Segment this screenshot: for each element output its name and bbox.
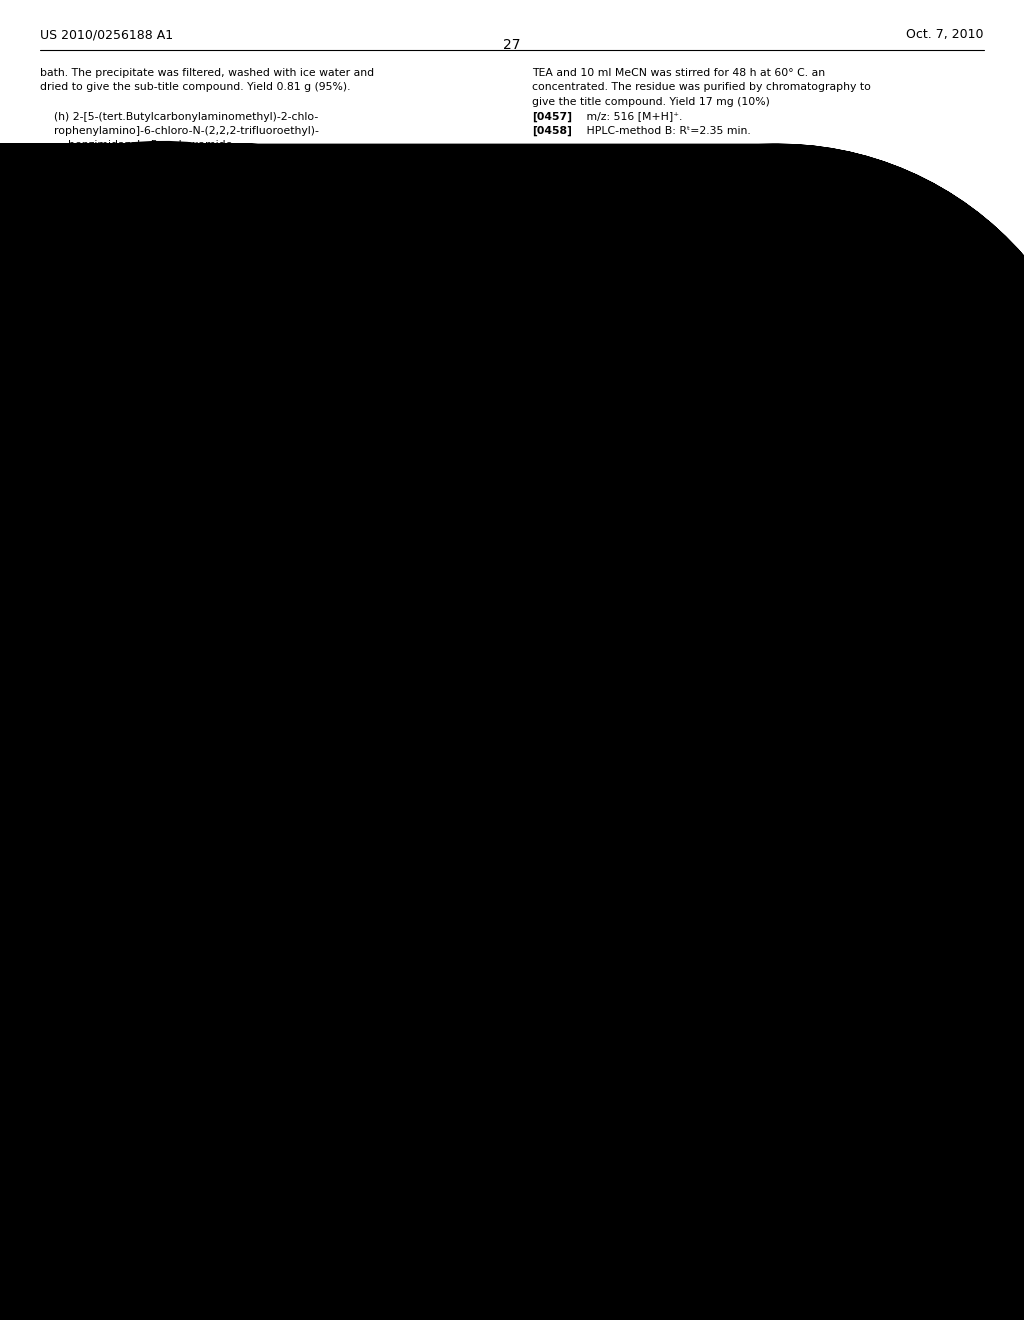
Text: CH₃NH₂: CH₃NH₂: [213, 1010, 252, 1020]
Text: N: N: [658, 432, 666, 441]
Text: S: S: [627, 569, 633, 579]
Text: (h) 2-[5-(tert.Butylcarbonylaminomethyl)-2-chlo-: (h) 2-[5-(tert.Butylcarbonylaminomethyl)…: [40, 111, 318, 121]
Text: A: A: [440, 1110, 447, 1119]
Text: NO₂: NO₂: [362, 906, 382, 915]
Text: NH: NH: [252, 948, 268, 958]
Text: [0459]: [0459]: [532, 242, 571, 252]
Text: NH: NH: [703, 723, 719, 734]
Text: O: O: [118, 1199, 126, 1208]
Text: analog: analog: [426, 1146, 462, 1156]
Text: NH: NH: [596, 849, 611, 859]
Text: lamine (2×0.027 ml, 0.345 mmol), 1-propylphosphonic-acid: lamine (2×0.027 ml, 0.345 mmol), 1-propy…: [40, 213, 367, 223]
Text: bath. The precipitate was filtered, washed with ice water and: bath. The precipitate was filtered, wash…: [40, 69, 374, 78]
Text: +: +: [441, 900, 459, 920]
Text: O: O: [746, 700, 756, 709]
Text: Cl: Cl: [76, 958, 86, 968]
Text: example 1d: example 1d: [804, 491, 865, 502]
Text: N: N: [734, 432, 741, 441]
Text: Cl: Cl: [292, 855, 302, 865]
Text: N: N: [156, 539, 164, 549]
Text: F: F: [145, 855, 151, 865]
Text: A: A: [721, 785, 729, 799]
Text: 6-Chloro-2-{2-chloro-5-[(1-methylcyclohexylamido): 6-Chloro-2-{2-chloro-5-[(1-methylcyclohe…: [532, 183, 812, 194]
Text: O: O: [67, 939, 75, 949]
Text: H: H: [124, 1176, 131, 1185]
Text: NO₂: NO₂: [607, 906, 627, 915]
Text: O: O: [372, 469, 380, 479]
Text: Oct. 7, 2010: Oct. 7, 2010: [906, 28, 984, 41]
Text: benzimidazole-5-carboxamide: benzimidazole-5-carboxamide: [40, 140, 232, 150]
Text: [0457]: [0457]: [532, 111, 572, 121]
Text: F: F: [330, 855, 336, 865]
Text: Cl: Cl: [322, 399, 332, 409]
Text: O: O: [269, 966, 278, 975]
Text: Cl: Cl: [537, 855, 547, 865]
Text: analog: analog: [817, 478, 853, 488]
Text: m/z: 516 [M+H]⁺.: m/z: 516 [M+H]⁺.: [575, 111, 682, 121]
Text: cyclic anhydride (PPA, 0.244 ml, 50% in EtOAc), 0.12 ml: cyclic anhydride (PPA, 0.244 ml, 50% in …: [40, 227, 345, 238]
Text: N: N: [649, 587, 657, 597]
Text: Cl: Cl: [718, 594, 728, 603]
Text: methyl]phenylamino}-N-cyclo-pentyl-1-methylbenz-: methyl]phenylamino}-N-cyclo-pentyl-1-met…: [532, 198, 817, 209]
Text: NO₂: NO₂: [212, 1125, 232, 1135]
Text: NH: NH: [131, 1059, 146, 1069]
Text: Ra — Ni: Ra — Ni: [240, 446, 281, 455]
Text: NO₂: NO₂: [177, 906, 198, 915]
Text: with EDC: with EDC: [420, 1134, 468, 1144]
Text: 27: 27: [503, 38, 521, 51]
Text: O: O: [503, 979, 511, 990]
Text: give the title compound. Yield 17 mg (10%): give the title compound. Yield 17 mg (10…: [532, 96, 770, 107]
Text: HO: HO: [356, 500, 372, 510]
Text: HPLC-method B: Rᵗ=2.35 min.: HPLC-method B: Rᵗ=2.35 min.: [575, 125, 751, 136]
Text: CH₃: CH₃: [150, 1047, 168, 1057]
Text: S: S: [696, 400, 703, 411]
Text: carboxylic acid (0.15 g, 0.345 mmol), 2,2,2-Trifluoroethy-: carboxylic acid (0.15 g, 0.345 mmol), 2,…: [40, 198, 349, 209]
Text: US 2010/0256188 A1: US 2010/0256188 A1: [40, 28, 173, 41]
Text: H₂N: H₂N: [264, 450, 284, 459]
Text: Fe/NH₄Cl: Fe/NH₄Cl: [280, 1110, 325, 1119]
Text: example 1g/1h: example 1g/1h: [404, 1158, 483, 1168]
Text: rophenylamino]-6-chloro-N-(2,2,2-trifluoroethyl)-: rophenylamino]-6-chloro-N-(2,2,2-trifluo…: [40, 125, 318, 136]
Text: [0458]: [0458]: [532, 125, 571, 136]
Text: dried to give the sub-title compound. Yield 0.81 g (95%).: dried to give the sub-title compound. Yi…: [40, 82, 350, 92]
Text: NH₂: NH₂: [335, 515, 354, 525]
Text: TBTU/TEA: TBTU/TEA: [408, 469, 459, 478]
Text: ethyl)-2-chlorophenylamino]-6-chloro-benzimidazole-5-: ethyl)-2-chlorophenylamino]-6-chloro-ben…: [40, 183, 341, 194]
Text: A mixture of 2-[5-(tert.butylcarbonylaminom-: A mixture of 2-[5-(tert.butylcarbonylami…: [84, 169, 338, 180]
Text: analog: analog: [285, 1140, 319, 1150]
Text: example 2b: example 2b: [271, 1152, 333, 1162]
Text: Cl: Cl: [155, 412, 165, 422]
Text: H: H: [505, 954, 512, 964]
Text: Cl: Cl: [106, 855, 117, 865]
Text: N: N: [111, 1170, 118, 1180]
Text: concentrated. The residue was purified by chromatography to: concentrated. The residue was purified b…: [532, 82, 870, 92]
Text: H₂N: H₂N: [97, 463, 117, 473]
Text: imidazole-5-carboxamide: imidazole-5-carboxamide: [532, 213, 684, 223]
Text: Cl: Cl: [178, 1074, 188, 1085]
Text: N: N: [634, 478, 641, 488]
Text: TEA and 10 ml MeCN was stirred for 48 h at 60° C. an: TEA and 10 ml MeCN was stirred for 48 h …: [532, 69, 825, 78]
Text: N: N: [733, 478, 740, 488]
Text: Example 3: Example 3: [593, 154, 651, 165]
Text: [0456]: [0456]: [40, 169, 80, 180]
